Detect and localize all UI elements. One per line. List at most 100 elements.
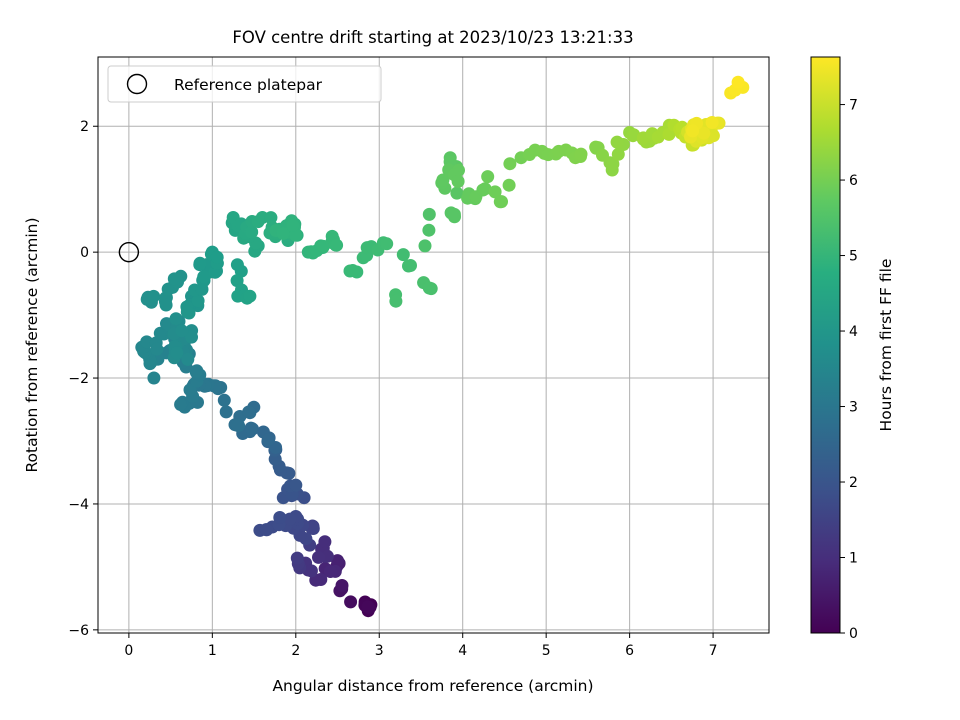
data-point <box>210 250 224 264</box>
data-point <box>232 419 246 433</box>
data-point <box>245 225 259 239</box>
data-point <box>451 174 465 188</box>
data-point <box>167 272 181 286</box>
data-point <box>243 289 257 303</box>
grid-lines <box>98 57 769 633</box>
data-point <box>331 554 344 568</box>
data-point <box>574 147 588 161</box>
data-point <box>185 330 198 344</box>
data-point <box>147 289 161 303</box>
legend-box <box>107 65 382 103</box>
data-point <box>273 511 287 524</box>
data-point <box>422 281 436 295</box>
data-point <box>318 535 332 549</box>
data-point <box>606 157 620 171</box>
data-point <box>191 294 205 308</box>
y-tick-label: 2 <box>80 119 89 135</box>
data-point <box>261 433 275 447</box>
data-point <box>610 135 624 149</box>
data-point <box>193 256 207 270</box>
data-point <box>335 579 349 592</box>
data-point <box>181 352 195 366</box>
data-point <box>312 550 325 564</box>
data-point <box>197 270 211 284</box>
data-point <box>626 129 640 143</box>
data-point <box>260 523 274 537</box>
colorbar-tick-label: 1 <box>849 551 858 567</box>
data-point <box>503 157 517 171</box>
legend: Reference platepar <box>107 65 382 103</box>
data-point <box>244 421 258 435</box>
colorbar-tick-label: 2 <box>849 475 858 491</box>
data-point <box>169 312 183 326</box>
plot-frame <box>97 56 770 634</box>
data-point <box>705 116 719 129</box>
data-point <box>306 522 320 535</box>
colorbar-tick-label: 5 <box>849 249 858 265</box>
data-point <box>686 124 700 138</box>
legend-reference-icon <box>126 73 148 95</box>
data-point <box>219 405 233 419</box>
data-point <box>159 298 173 312</box>
data-point <box>380 237 394 251</box>
x-tick-label: 5 <box>542 643 551 659</box>
data-point <box>217 393 231 407</box>
y-tick-label: 0 <box>80 245 89 261</box>
data-point <box>147 371 161 385</box>
data-point <box>346 264 360 277</box>
data-point <box>283 512 297 526</box>
data-point <box>422 207 436 221</box>
y-tick-label: −4 <box>68 497 89 513</box>
data-point <box>481 170 495 184</box>
colorbar-scale <box>811 57 840 633</box>
data-point <box>488 185 502 199</box>
y-axis-label: Rotation from reference (arcmin) <box>23 217 41 472</box>
data-point <box>286 218 300 232</box>
colorbar-label: Hours from first FF file <box>877 259 895 432</box>
data-point <box>242 405 256 419</box>
data-point <box>289 478 303 492</box>
x-tick-label: 2 <box>291 643 300 659</box>
data-point <box>404 259 417 272</box>
data-point <box>447 207 461 221</box>
y-axis: −6 −4 −2 0 2 <box>68 119 98 639</box>
colorbar-tick-label: 6 <box>849 173 858 189</box>
data-point <box>502 178 516 192</box>
data-point <box>361 600 375 614</box>
data-point <box>304 564 318 578</box>
legend-label: Reference platepar <box>174 76 323 94</box>
data-point <box>697 126 711 140</box>
reference-platepar-marker <box>118 241 140 263</box>
data-point <box>180 305 194 319</box>
data-point <box>611 147 625 161</box>
colorbar-tick-label: 3 <box>849 400 858 416</box>
data-point <box>276 227 290 240</box>
data-point <box>478 182 492 196</box>
y-tick-label: −2 <box>68 371 89 387</box>
data-point <box>170 346 184 360</box>
x-axis: 0 1 2 3 4 5 6 7 <box>124 633 718 659</box>
colorbar-tick-label: 0 <box>849 626 858 642</box>
data-point <box>323 565 337 578</box>
x-tick-label: 1 <box>208 643 217 659</box>
data-point <box>264 211 278 225</box>
data-point <box>450 186 464 200</box>
data-point <box>175 324 189 338</box>
data-point <box>418 239 432 253</box>
data-point <box>174 398 188 411</box>
x-tick-label: 0 <box>124 643 133 659</box>
data-point <box>344 595 358 609</box>
data-point <box>493 195 507 209</box>
data-point <box>290 551 304 565</box>
colorbar-tick-label: 4 <box>849 324 858 340</box>
colorbar-ticks: 0 1 2 3 4 5 6 7 <box>840 98 858 642</box>
x-tick-label: 6 <box>625 643 634 659</box>
x-tick-label: 3 <box>375 643 384 659</box>
colorbar-frame <box>810 56 841 634</box>
x-axis-label: Angular distance from reference (arcmin) <box>272 677 593 695</box>
data-point <box>190 364 204 378</box>
data-point <box>330 238 344 252</box>
data-point <box>731 75 745 89</box>
chart-title: FOV centre drift starting at 2023/10/23 … <box>232 28 633 47</box>
data-point <box>422 223 436 237</box>
